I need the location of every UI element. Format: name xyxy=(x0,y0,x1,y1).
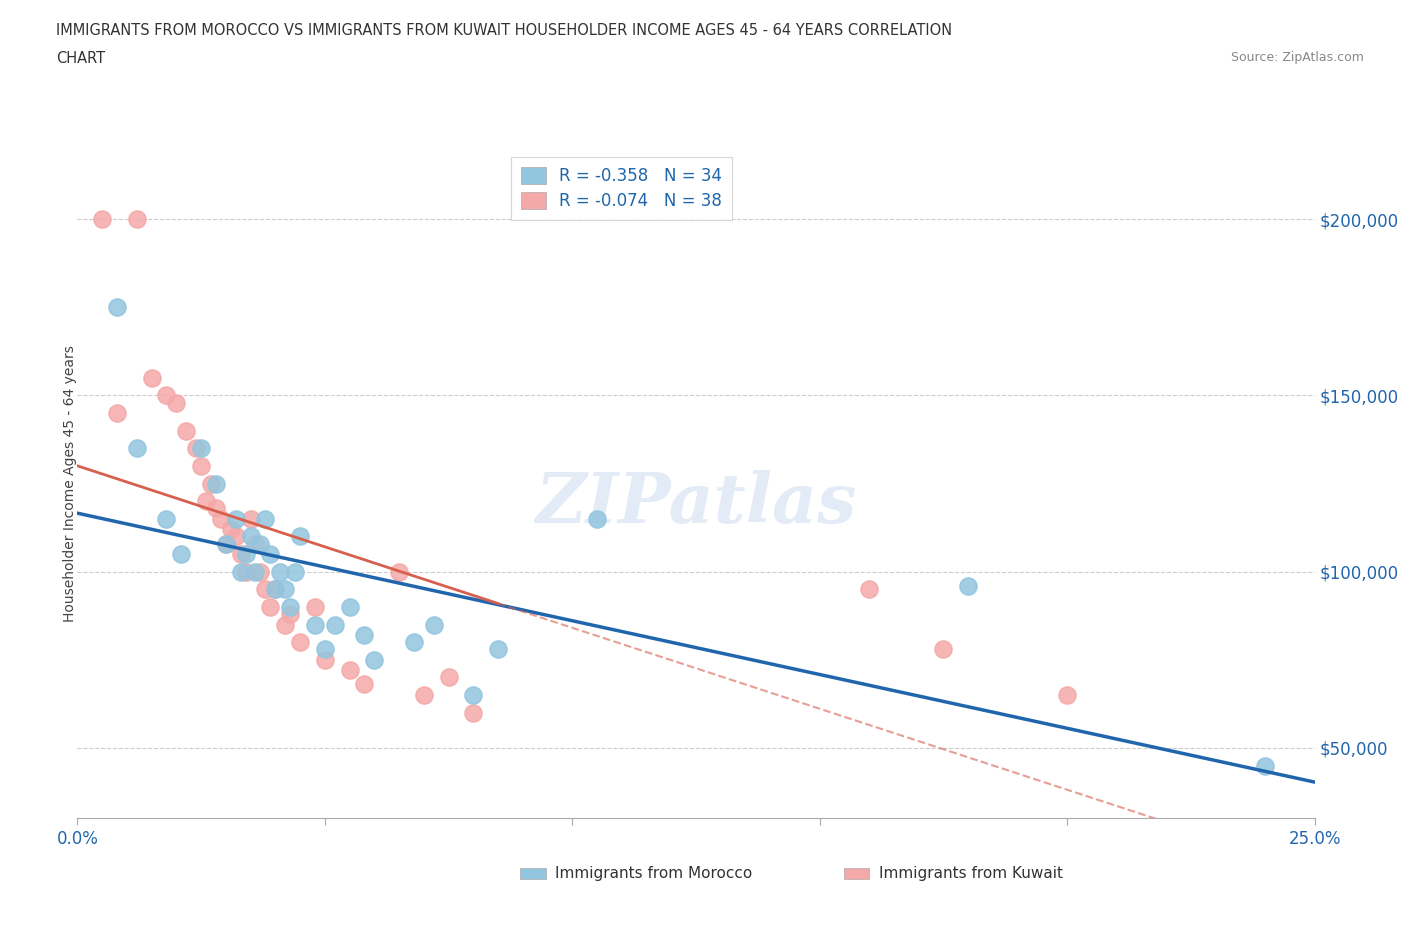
Point xyxy=(353,628,375,643)
Text: ZIPatlas: ZIPatlas xyxy=(536,470,856,538)
Point xyxy=(463,687,485,702)
Point xyxy=(486,642,509,657)
Point xyxy=(170,547,193,562)
Point xyxy=(229,547,252,562)
Point xyxy=(239,512,262,526)
Text: CHART: CHART xyxy=(56,51,105,66)
Point xyxy=(125,441,148,456)
Point xyxy=(200,476,222,491)
Point xyxy=(254,582,277,597)
Point xyxy=(437,670,460,684)
Text: Source: ZipAtlas.com: Source: ZipAtlas.com xyxy=(1230,51,1364,64)
Point xyxy=(259,600,281,615)
Point xyxy=(225,529,247,544)
Point xyxy=(278,606,301,621)
Point xyxy=(463,705,485,720)
Point xyxy=(288,529,311,544)
Point xyxy=(91,212,114,227)
Point xyxy=(957,578,980,593)
Point xyxy=(304,600,326,615)
Y-axis label: Householder Income Ages 45 - 64 years: Householder Income Ages 45 - 64 years xyxy=(63,345,77,622)
Point xyxy=(174,423,197,438)
Point xyxy=(245,536,267,551)
Point xyxy=(304,618,326,632)
Point xyxy=(219,522,242,537)
Point xyxy=(225,512,247,526)
Point xyxy=(274,582,297,597)
Point xyxy=(278,600,301,615)
Point xyxy=(105,405,128,420)
Point xyxy=(141,370,163,385)
Point xyxy=(229,565,252,579)
Point xyxy=(353,677,375,692)
Point xyxy=(1056,687,1078,702)
Point xyxy=(239,529,262,544)
Point xyxy=(105,300,128,315)
Point xyxy=(209,512,232,526)
Point xyxy=(314,652,336,667)
Point xyxy=(215,536,238,551)
Point xyxy=(339,600,361,615)
Point xyxy=(388,565,411,579)
Point xyxy=(184,441,207,456)
Point xyxy=(205,501,228,516)
Point xyxy=(288,635,311,650)
Point xyxy=(125,212,148,227)
Point xyxy=(259,547,281,562)
Point xyxy=(314,642,336,657)
Point xyxy=(190,441,212,456)
Text: Immigrants from Kuwait: Immigrants from Kuwait xyxy=(879,866,1063,881)
Point xyxy=(274,618,297,632)
Point xyxy=(422,618,444,632)
Point xyxy=(155,388,177,403)
Point xyxy=(339,663,361,678)
Point xyxy=(363,652,385,667)
Text: Immigrants from Morocco: Immigrants from Morocco xyxy=(555,866,752,881)
Point xyxy=(1254,758,1277,773)
Point xyxy=(264,582,287,597)
Point xyxy=(205,476,228,491)
Point xyxy=(245,565,267,579)
Point xyxy=(195,494,218,509)
Text: IMMIGRANTS FROM MOROCCO VS IMMIGRANTS FROM KUWAIT HOUSEHOLDER INCOME AGES 45 - 6: IMMIGRANTS FROM MOROCCO VS IMMIGRANTS FR… xyxy=(56,23,952,38)
Point xyxy=(932,642,955,657)
Point xyxy=(155,512,177,526)
Point xyxy=(254,512,277,526)
Point xyxy=(190,458,212,473)
Point xyxy=(264,582,287,597)
Point xyxy=(402,635,425,650)
Point xyxy=(858,582,880,597)
Point xyxy=(269,565,291,579)
Point xyxy=(215,536,238,551)
Point xyxy=(165,395,187,410)
Point xyxy=(323,618,346,632)
Point xyxy=(235,565,257,579)
Point xyxy=(586,512,609,526)
Point xyxy=(284,565,307,579)
Point xyxy=(235,547,257,562)
Point xyxy=(412,687,434,702)
Point xyxy=(249,565,271,579)
Legend: R = -0.358   N = 34, R = -0.074   N = 38: R = -0.358 N = 34, R = -0.074 N = 38 xyxy=(510,157,733,220)
Point xyxy=(249,536,271,551)
